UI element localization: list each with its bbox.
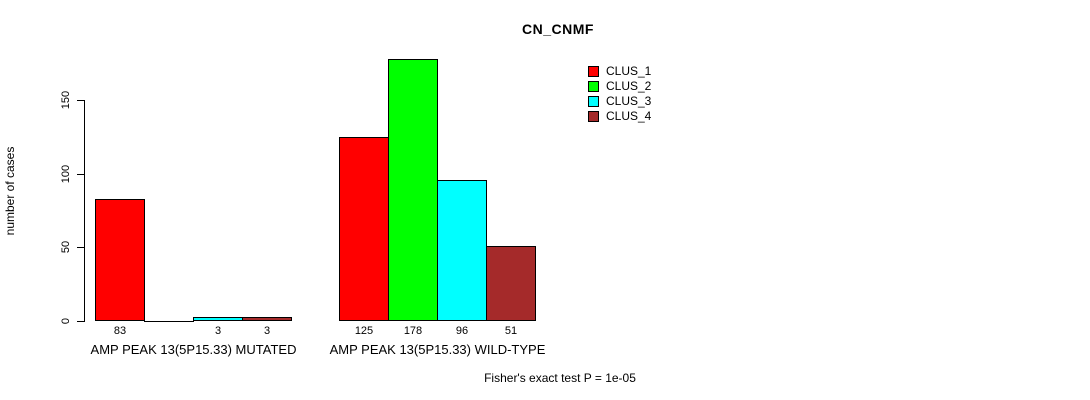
legend-item: CLUS_1 [588,64,651,79]
y-tick [77,174,84,175]
y-tick-label: 0 [60,317,72,325]
bar-value-label: 96 [455,325,469,337]
bar-value-label: 83 [113,325,127,337]
bar-value-label: 178 [403,325,423,337]
y-tick-label: 150 [60,90,72,110]
bar-zero-line [144,321,194,322]
y-tick-label: 100 [60,164,72,184]
bar [242,317,292,321]
legend-item: CLUS_4 [588,109,651,124]
bar [339,137,389,321]
legend-item: CLUS_2 [588,79,651,94]
y-tick-label: 50 [60,240,72,254]
y-tick [77,100,84,101]
y-axis-title: number of cases [3,146,17,236]
bar-value-label: 3 [263,325,271,337]
legend-label: CLUS_1 [606,64,652,78]
group-label: AMP PEAK 13(5P15.33) WILD-TYPE [329,342,546,357]
bar [388,59,438,321]
legend: CLUS_1 CLUS_2 CLUS_3 CLUS_4 [588,64,651,124]
legend-label: CLUS_2 [606,79,652,93]
bar-value-label: 51 [504,325,518,337]
bar [486,246,536,321]
y-tick [77,247,84,248]
legend-label: CLUS_4 [606,109,652,123]
chart-title: CN_CNMF [522,21,594,37]
group-label: AMP PEAK 13(5P15.33) MUTATED [90,342,297,357]
legend-swatch [588,66,599,77]
legend-swatch [588,111,599,122]
bar [95,199,145,321]
legend-item: CLUS_3 [588,94,651,109]
legend-swatch [588,96,599,107]
bar [437,180,487,321]
legend-label: CLUS_3 [606,94,652,108]
y-axis-line [84,100,85,322]
bar-value-label: 3 [214,325,222,337]
bar-value-label: 125 [354,325,374,337]
bar [193,317,243,321]
legend-swatch [588,81,599,92]
y-tick [77,321,84,322]
footnote: Fisher's exact test P = 1e-05 [484,371,636,385]
